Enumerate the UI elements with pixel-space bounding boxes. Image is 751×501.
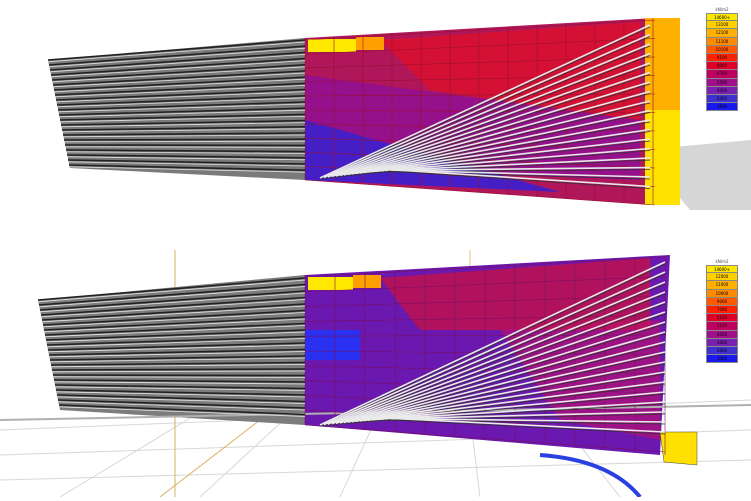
bottom-structural-model	[0, 250, 751, 497]
top-legend-entry: 10100	[706, 46, 738, 54]
top-orange-cells	[356, 37, 384, 50]
top-structural-model	[48, 18, 751, 210]
bottom-legend-entry: 4200	[706, 331, 738, 339]
bottom-yellow-cells	[308, 277, 353, 290]
bottom-legend-title: kN/m2	[706, 258, 738, 265]
bottom-legend-entry: 5100	[706, 322, 738, 330]
bottom-slat-left	[53, 375, 305, 376]
bottom-yellow-block	[660, 432, 697, 465]
bottom-legend-entry: 3000	[706, 339, 738, 347]
top-legend-entry: 8000	[706, 62, 738, 70]
top-yellow-cells	[308, 39, 356, 52]
bottom-legend-entry: 10000	[706, 290, 738, 298]
top-legend-entry: 11100	[706, 38, 738, 46]
bottom-legend-entry: 11000	[706, 281, 738, 289]
bottom-blue-zone	[305, 330, 360, 360]
top-legend-title: kN/m2	[706, 6, 738, 13]
top-legend-entry: 6700	[706, 70, 738, 78]
top-legend-entry: 9100	[706, 54, 738, 62]
top-legend-entry: 1600	[706, 103, 738, 111]
bottom-legend-entry: 6100	[706, 314, 738, 322]
top-legend-entry: 13100	[706, 21, 738, 29]
bottom-legend-entry: 1000	[706, 355, 738, 363]
top-legend-entry: 14600+	[706, 13, 738, 21]
bottom-legend-entry: 2000	[706, 347, 738, 355]
top-legend-entry: 2400	[706, 95, 738, 103]
top-legend-entry: 5500	[706, 79, 738, 87]
bottom-blue-arc	[540, 455, 640, 497]
bottom-slat-left	[52, 369, 305, 370]
bottom-legend-entry: 14600+	[706, 265, 738, 273]
bottom-legend-entry: 9000	[706, 298, 738, 306]
top-slat-left	[64, 139, 305, 140]
bottom-legend-entry: 12000	[706, 273, 738, 281]
bottom-orange-cells	[353, 275, 381, 288]
top-right-edge-lower	[645, 110, 680, 205]
top-legend-entry: 4000	[706, 87, 738, 95]
bottom-legend-entry: 7000	[706, 306, 738, 314]
top-legend-entry: 12100	[706, 29, 738, 37]
